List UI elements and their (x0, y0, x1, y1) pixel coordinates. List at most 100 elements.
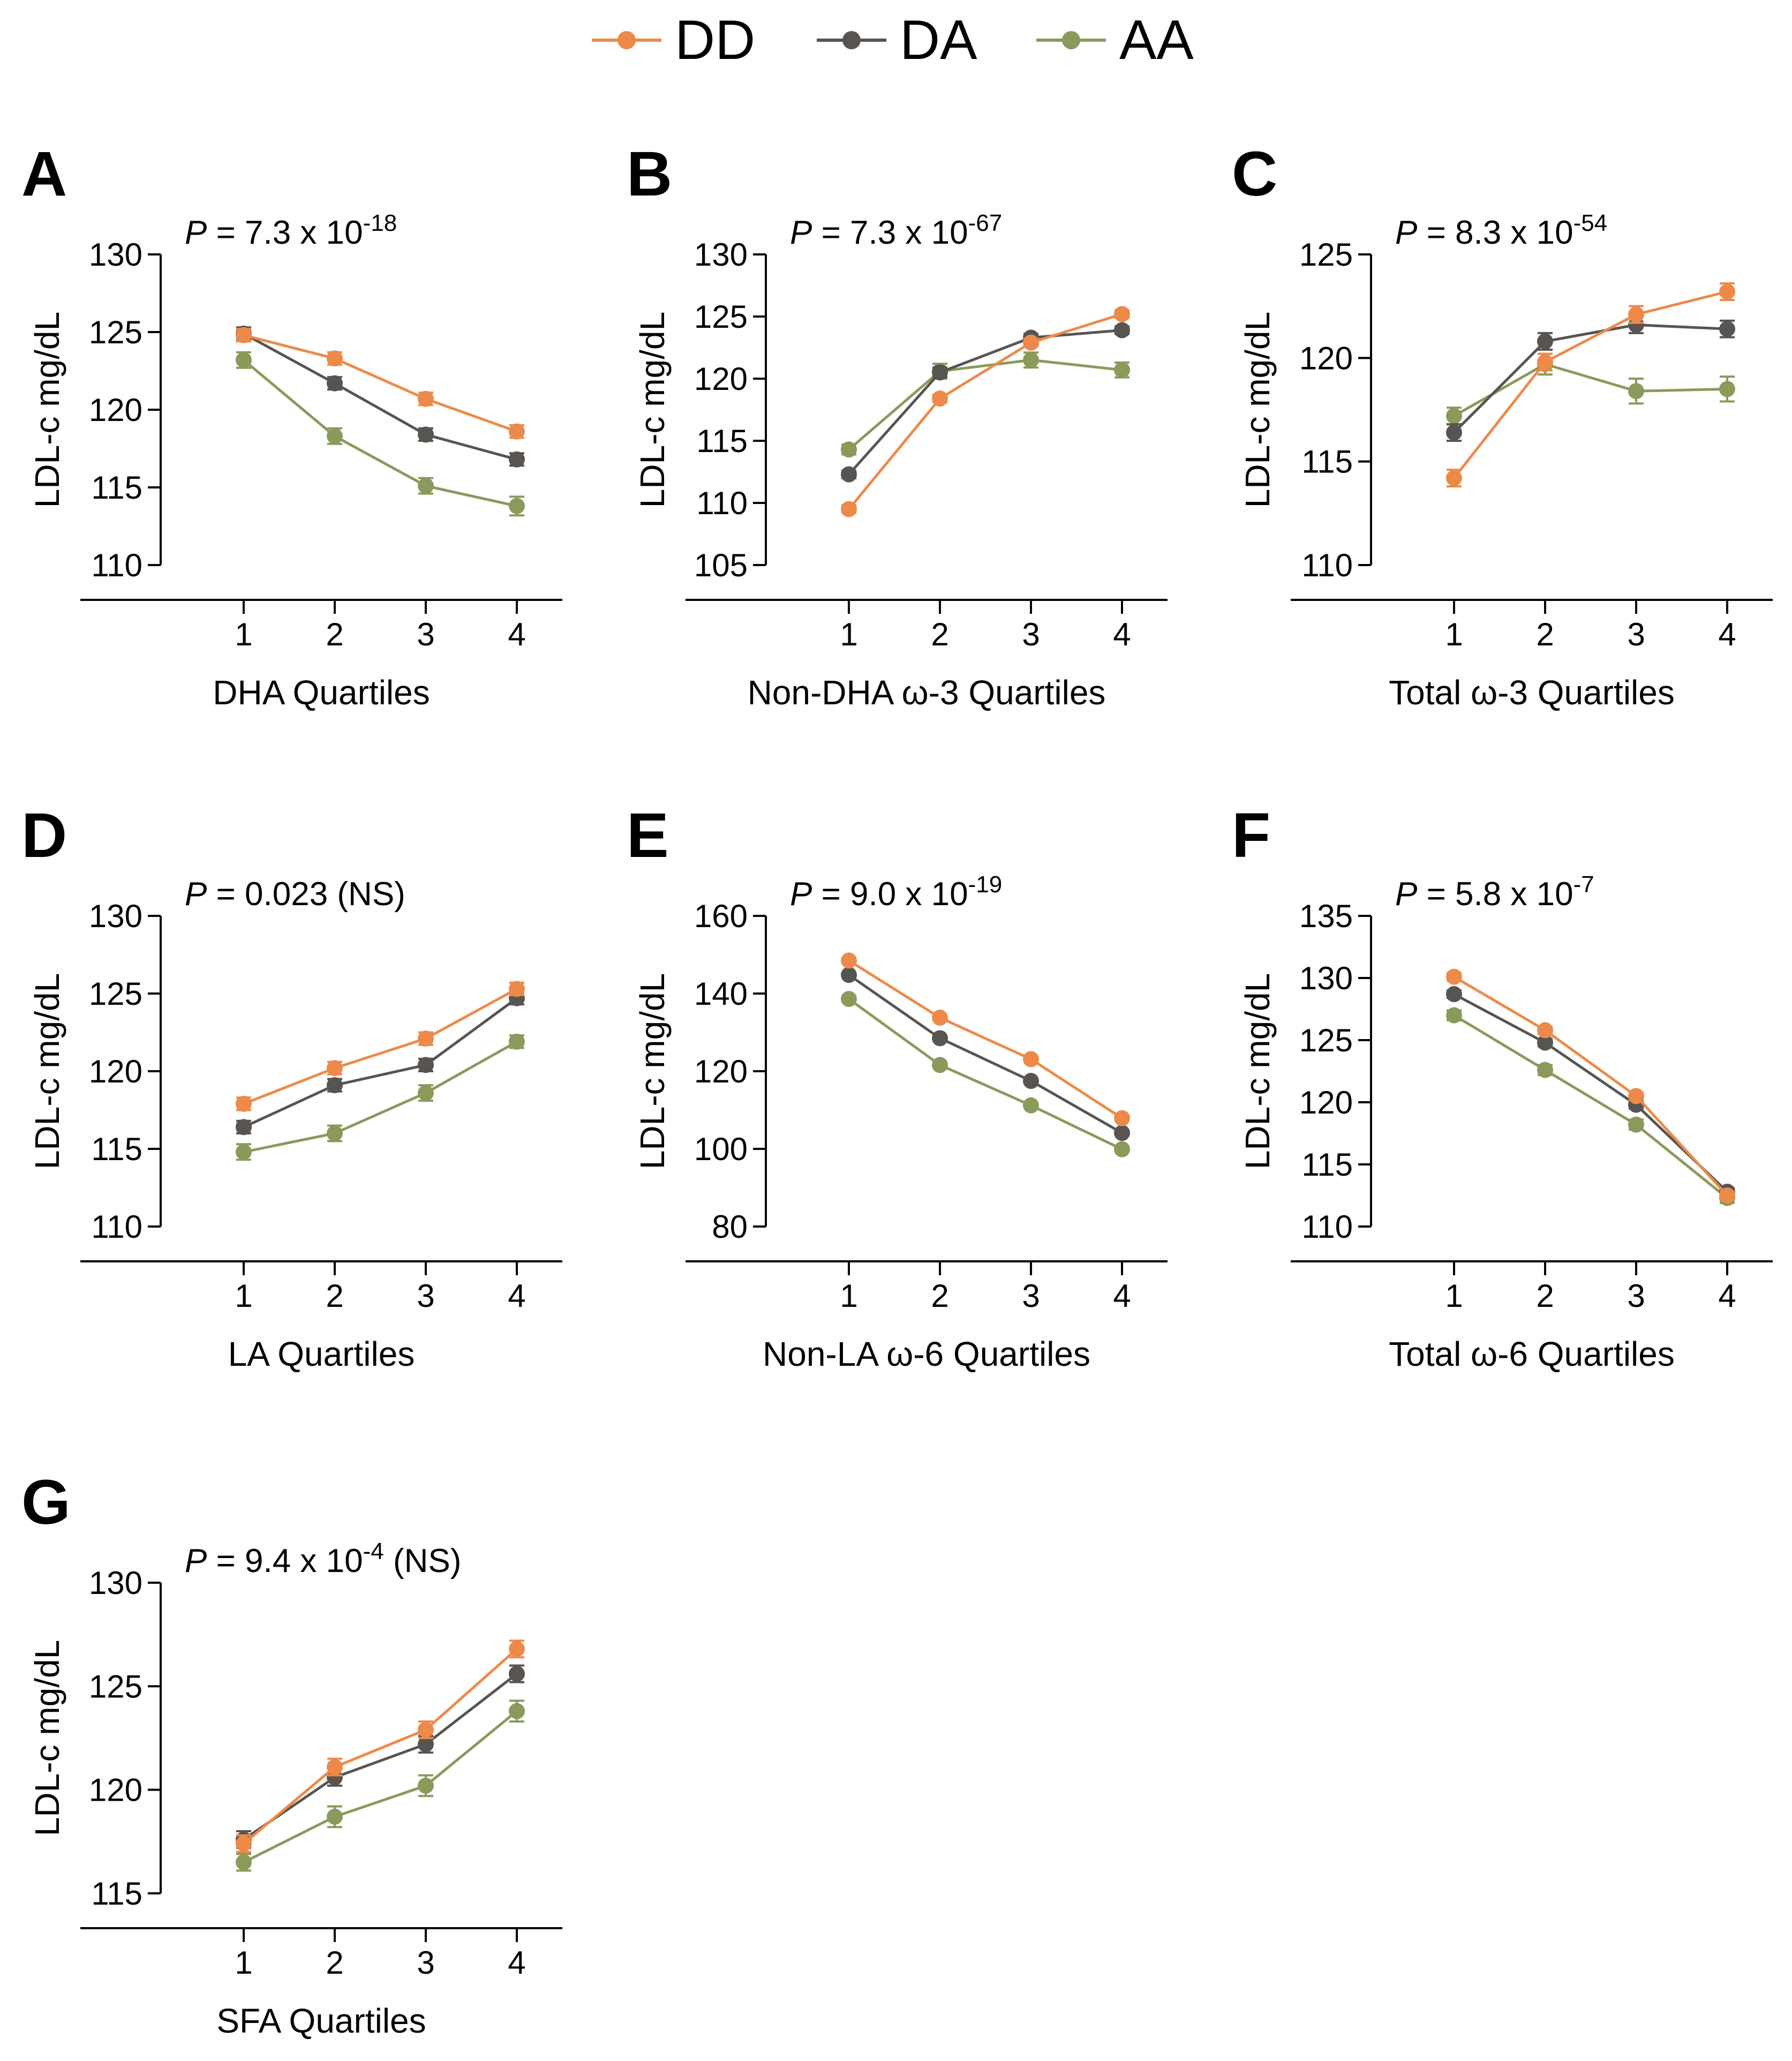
data-point-da (1023, 1073, 1039, 1089)
p-value-symbol: P (790, 214, 812, 251)
panel-letter: D (21, 800, 67, 871)
data-point-da (418, 1057, 434, 1073)
panel-b: B P = 7.3 x 10-67 105 110 115 120 125 130 LDL-c … (605, 129, 1200, 744)
y-axis-label: LDL-c mg/dL (28, 312, 66, 508)
data-point-da (418, 426, 434, 443)
y-tick-label: 120 (694, 361, 748, 397)
x-tick-label: 2 (1536, 616, 1554, 652)
x-tick-label: 4 (1718, 616, 1736, 652)
legend-item-da: DA (814, 5, 1007, 75)
data-point-aa (1628, 383, 1644, 400)
y-tick-label: 110 (1301, 547, 1353, 583)
x-tick-label: 2 (931, 616, 948, 652)
data-point-da (1537, 333, 1553, 350)
y-tick-label: 130 (89, 898, 142, 934)
y-tick-label: 125 (1299, 1022, 1353, 1058)
data-point-da (1114, 322, 1130, 339)
data-point-dd (327, 1060, 343, 1077)
data-point-aa (236, 1854, 252, 1870)
p-value-suffix: (NS) (384, 1543, 462, 1579)
data-point-da (1114, 1125, 1130, 1141)
data-point-dd (1114, 1110, 1130, 1126)
series-line-aa (1453, 1014, 1728, 1199)
p-value-text: = 9.4 x 10 (207, 1543, 363, 1579)
x-tick-label: 3 (417, 616, 434, 652)
y-tick-label: 115 (1301, 444, 1353, 480)
series-line-dd (243, 988, 518, 1105)
x-tick-label: 3 (417, 1278, 434, 1314)
x-tick-label: 4 (508, 616, 525, 652)
y-tick-label: 120 (1299, 1085, 1353, 1120)
y-tick-label: 130 (694, 237, 748, 273)
data-point-da (1446, 424, 1462, 441)
data-point-dd (1537, 1022, 1553, 1039)
data-point-dd (509, 1641, 525, 1657)
x-tick-label: 2 (1536, 1278, 1554, 1314)
y-tick-label: 110 (91, 547, 142, 583)
p-value-annotation: P = 7.3 x 10-67 (790, 210, 1002, 252)
p-value-text: = 0.023 (NS) (207, 876, 405, 913)
chart-panel-b: B P = 7.3 x 10-67 105 110 115 120 125 130 LDL-c … (627, 139, 1168, 712)
x-axis-label: Non-DHA ω-3 Quartiles (748, 673, 1106, 712)
y-tick-label: 120 (1299, 340, 1353, 376)
chart-panel-a: A P = 7.3 x 10-18 110 115 120 125 130 LDL-c mg/… (21, 139, 562, 712)
p-value-exponent: -18 (363, 210, 397, 236)
chart-panel-e: E P = 9.0 x 10-19 80 100 120 140 160 LDL-c mg/d… (627, 800, 1168, 1373)
y-tick-label: 110 (1301, 1209, 1353, 1245)
y-tick-label: 125 (89, 314, 142, 350)
panel-d: D P = 0.023 (NS) 110 115 120 125 130 LDL-c mg/d… (0, 790, 594, 1406)
series-line-da (243, 332, 517, 461)
data-point-dd (1023, 334, 1039, 351)
series-line-da (243, 997, 518, 1129)
data-point-dd (236, 327, 252, 343)
y-tick-label: 105 (694, 547, 748, 583)
data-point-aa (509, 1033, 525, 1050)
p-value-text: = 5.8 x 10 (1417, 876, 1573, 913)
data-point-dd (932, 390, 948, 407)
data-point-dd (1537, 354, 1553, 371)
data-point-aa (509, 1703, 525, 1719)
data-point-dd (418, 1721, 434, 1738)
y-tick-label: 110 (696, 485, 748, 521)
data-point-aa (1446, 1007, 1462, 1024)
x-tick-label: 1 (840, 1278, 857, 1314)
x-tick-label: 1 (235, 1278, 252, 1314)
y-tick-label: 130 (89, 237, 142, 273)
legend: DD DA AA (0, 0, 1792, 80)
data-point-dd (509, 981, 525, 997)
data-point-da (236, 1119, 252, 1135)
p-value-symbol: P (1395, 214, 1417, 251)
data-point-aa (418, 1085, 434, 1101)
chart-panel-c: C P = 8.3 x 10-54 110 115 120 125 LDL-c mg/dL 1… (1232, 139, 1773, 712)
data-point-dd (932, 1009, 948, 1026)
p-value-annotation: P = 9.0 x 10-19 (790, 871, 1002, 913)
y-tick-label: 120 (89, 1054, 142, 1089)
x-tick-label: 3 (1022, 1278, 1040, 1314)
legend-marker-aa (1036, 31, 1106, 49)
data-point-dd (1446, 470, 1462, 486)
panel-letter: C (1232, 139, 1277, 209)
p-value-exponent: -67 (968, 210, 1003, 236)
x-tick-label: 4 (1718, 1278, 1736, 1314)
data-point-aa (1023, 1097, 1039, 1114)
y-tick-label: 125 (89, 1668, 142, 1704)
x-axis-label: SFA Quartiles (216, 2002, 426, 2040)
p-value-text: = 9.0 x 10 (812, 876, 968, 913)
data-point-aa (327, 1808, 343, 1825)
data-point-dd (1628, 306, 1644, 323)
series-line-da (243, 1673, 518, 1841)
panel-letter: E (627, 800, 669, 871)
data-point-dd (509, 423, 525, 440)
data-point-dd (236, 1836, 252, 1852)
p-value-text: = 8.3 x 10 (1417, 214, 1573, 251)
x-tick-label: 3 (1627, 616, 1645, 652)
x-tick-label: 1 (1445, 616, 1463, 652)
y-tick-label: 135 (1299, 898, 1353, 934)
y-axis-label: LDL-c mg/dL (28, 1640, 66, 1836)
x-tick-label: 3 (417, 1945, 434, 1981)
x-axis-label: Total ω-6 Quartiles (1389, 1335, 1675, 1373)
x-axis-label: DHA Quartiles (213, 673, 430, 712)
data-point-aa (327, 1125, 343, 1141)
x-tick-label: 4 (508, 1278, 525, 1314)
panel-letter: A (21, 139, 67, 209)
